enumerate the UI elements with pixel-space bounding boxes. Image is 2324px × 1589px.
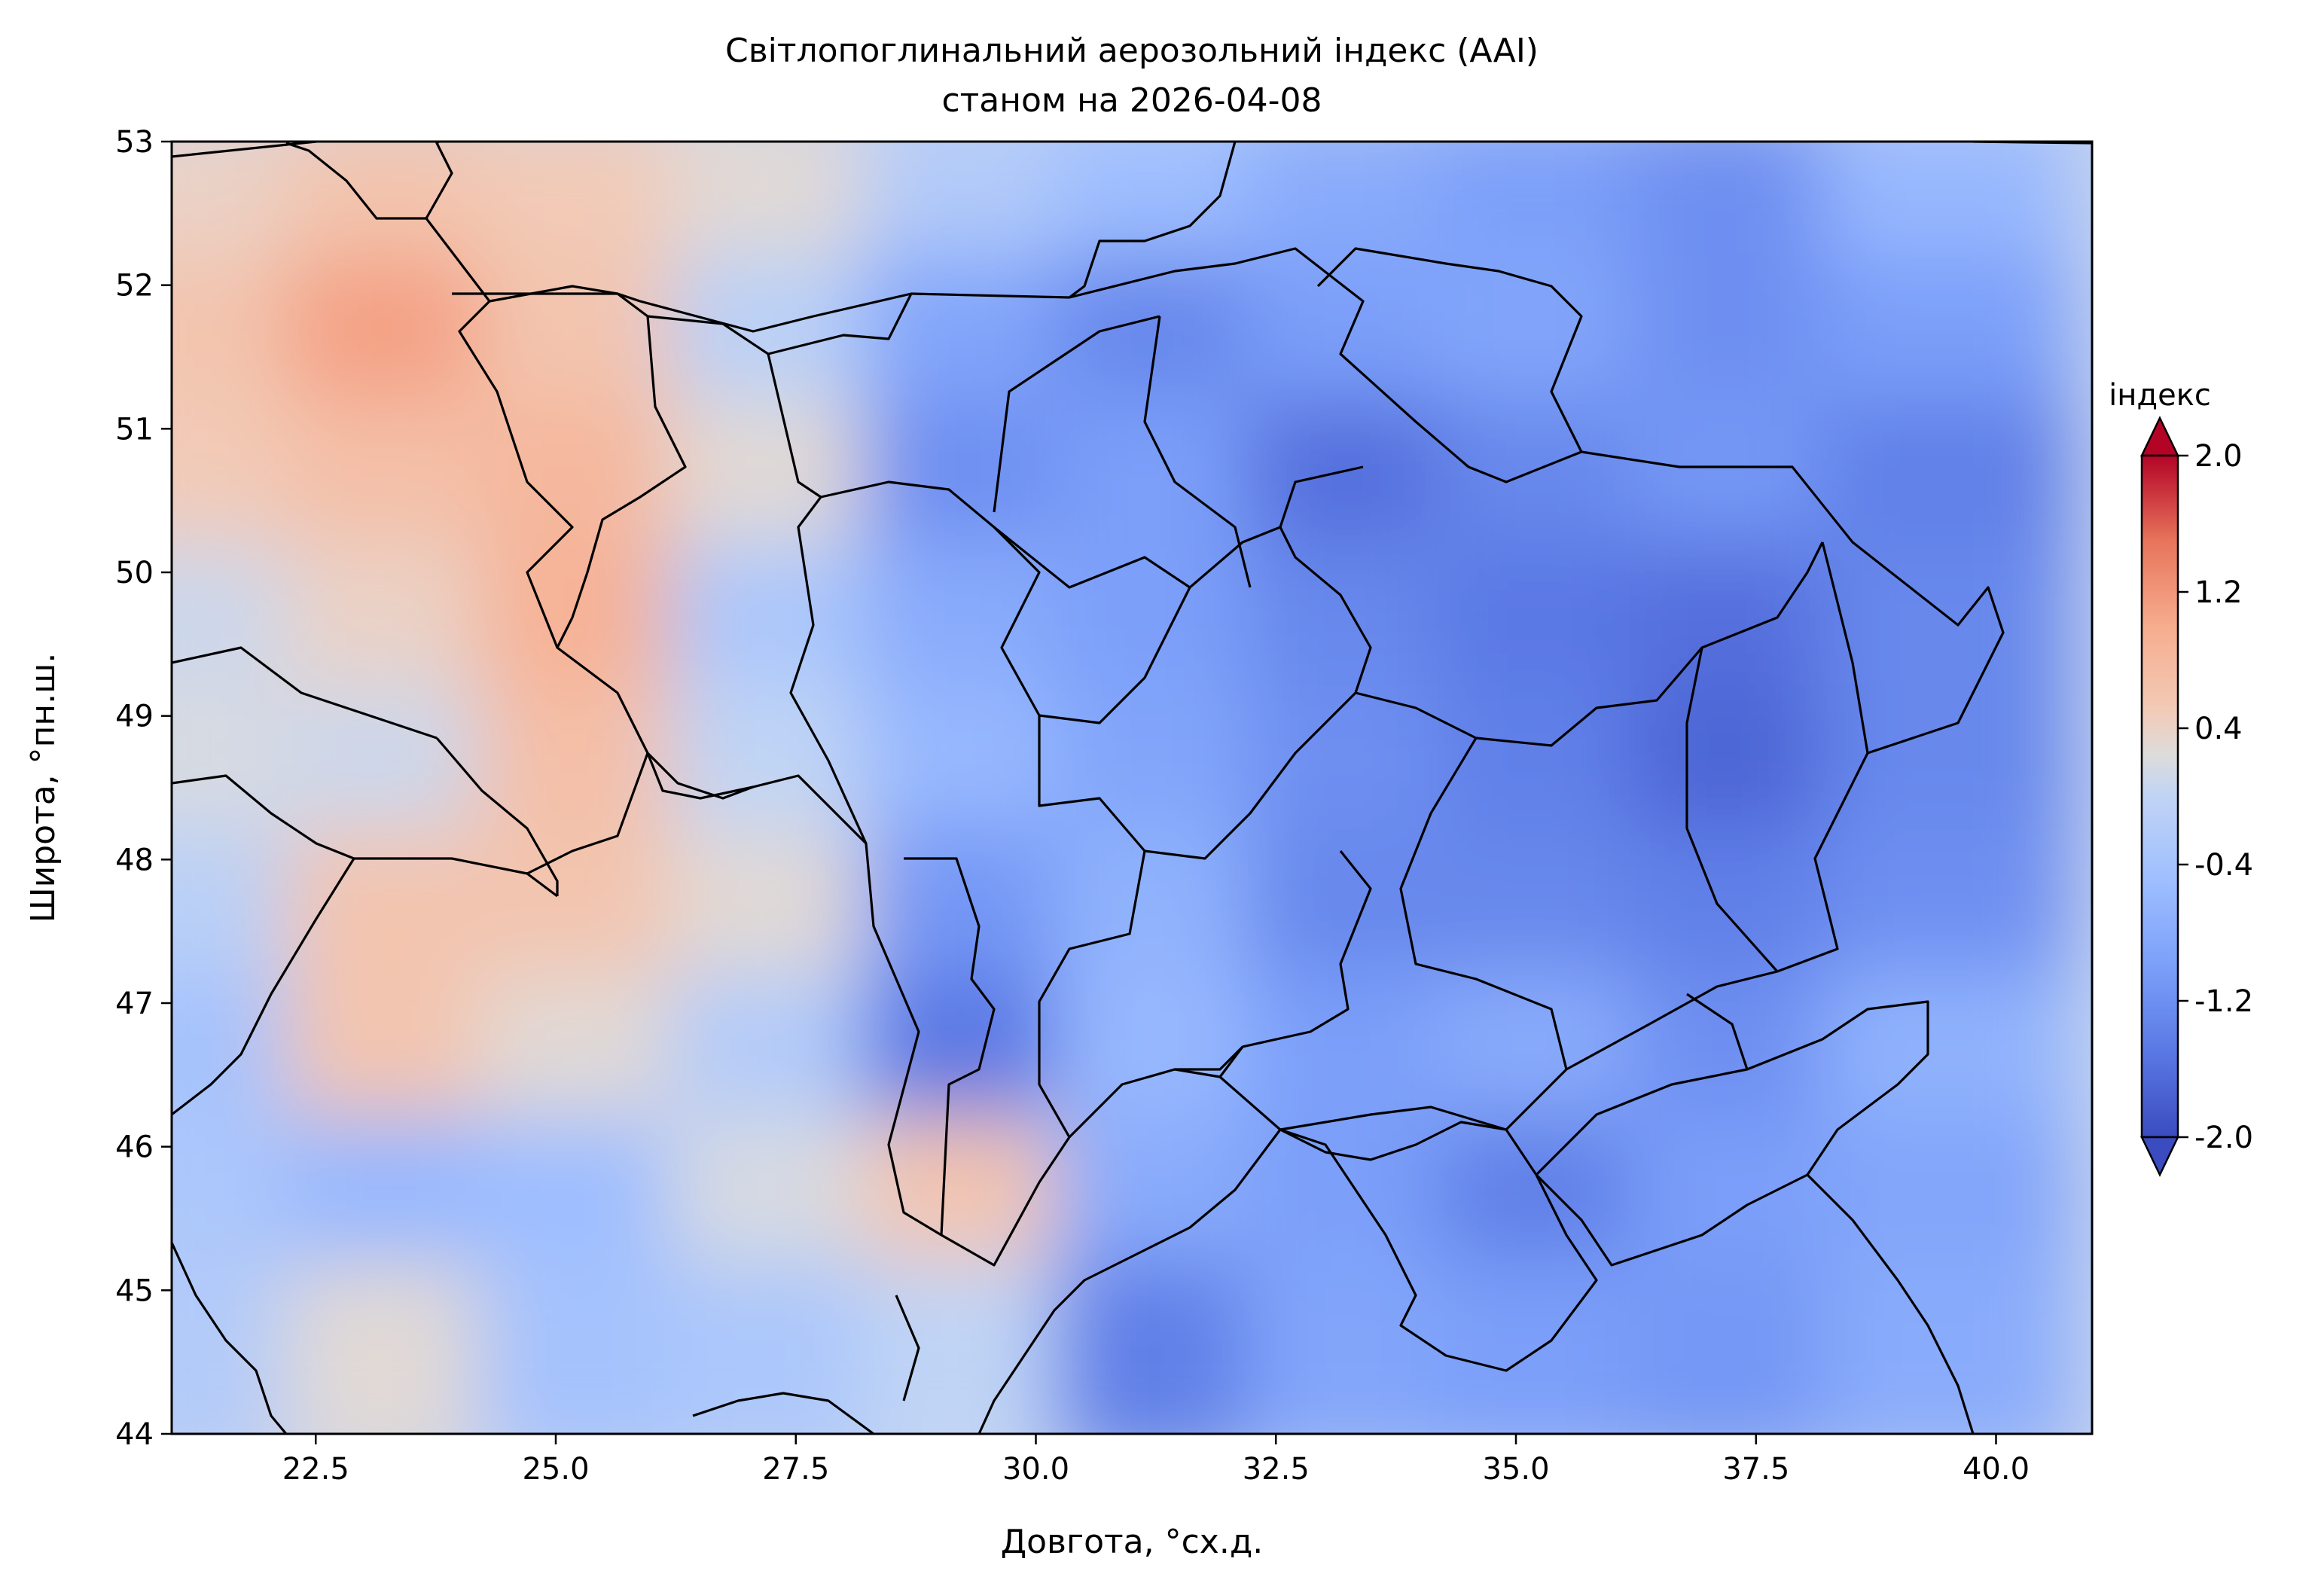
x-axis-label: Довгота, °сх.д. (1001, 1523, 1263, 1561)
x-tick-label: 30.0 (1002, 1452, 1069, 1487)
x-tick-label: 27.5 (762, 1452, 829, 1487)
colorbar-gradient (2140, 454, 2179, 1139)
x-tick-label: 25.0 (522, 1452, 589, 1487)
y-tick-label: 44 (115, 1417, 154, 1452)
colorbar-tick-label: 2.0 (2194, 439, 2243, 474)
colorbar-extend-max (2140, 416, 2179, 457)
chart-title-line2: станом на 2026-04-08 (941, 81, 1322, 120)
x-tick-label: 40.0 (1963, 1452, 2030, 1487)
chart-title-line1: Світлопоглинальний аерозольний індекс (A… (725, 32, 1539, 70)
colorbar-tick-label: 1.2 (2194, 575, 2243, 610)
plot-frame (170, 140, 2094, 1435)
x-tick-label: 32.5 (1243, 1452, 1310, 1487)
x-tick-label: 22.5 (282, 1452, 349, 1487)
colorbar-tick-label: 0.4 (2194, 712, 2243, 746)
colorbar-ticks: 2.0 1.2 0.4 -0.4 -1.2 -2.0 (2178, 439, 2253, 1155)
x-tick-label: 37.5 (1722, 1452, 1789, 1487)
y-tick-label: 48 (115, 843, 154, 877)
y-tick-label: 50 (115, 556, 154, 590)
y-tick-label: 49 (115, 700, 154, 734)
y-tick-label: 45 (115, 1273, 154, 1308)
x-axis-ticks: 22.5 25.0 27.5 30.0 32.5 35.0 37.5 40.0 (282, 1434, 2030, 1487)
colorbar-extend-min (2140, 1136, 2179, 1177)
region-borders (172, 142, 2092, 1434)
y-axis-label: Широта, °пн.ш. (24, 653, 63, 923)
y-tick-label: 52 (115, 269, 154, 303)
heatmap-cell (1822, 1260, 2075, 1434)
y-tick-label: 46 (115, 1130, 154, 1165)
x-tick-label: 35.0 (1482, 1452, 1549, 1487)
y-tick-label: 53 (115, 125, 154, 160)
aai-heatmap (172, 142, 2075, 1434)
colorbar-tick-label: -1.2 (2194, 984, 2253, 1019)
y-axis-ticks: 44 45 46 47 48 49 50 51 52 53 (115, 125, 172, 1452)
colorbar-label: індекс (2109, 378, 2211, 413)
y-tick-label: 51 (115, 412, 154, 447)
y-tick-label: 47 (115, 987, 154, 1021)
colorbar: індекс 2.0 1.2 0.4 -0.4 -1.2 -2.0 (2109, 378, 2253, 1177)
plot-area (170, 140, 2094, 1435)
colorbar-tick-label: -0.4 (2194, 848, 2253, 883)
colorbar-tick-label: -2.0 (2194, 1121, 2253, 1155)
